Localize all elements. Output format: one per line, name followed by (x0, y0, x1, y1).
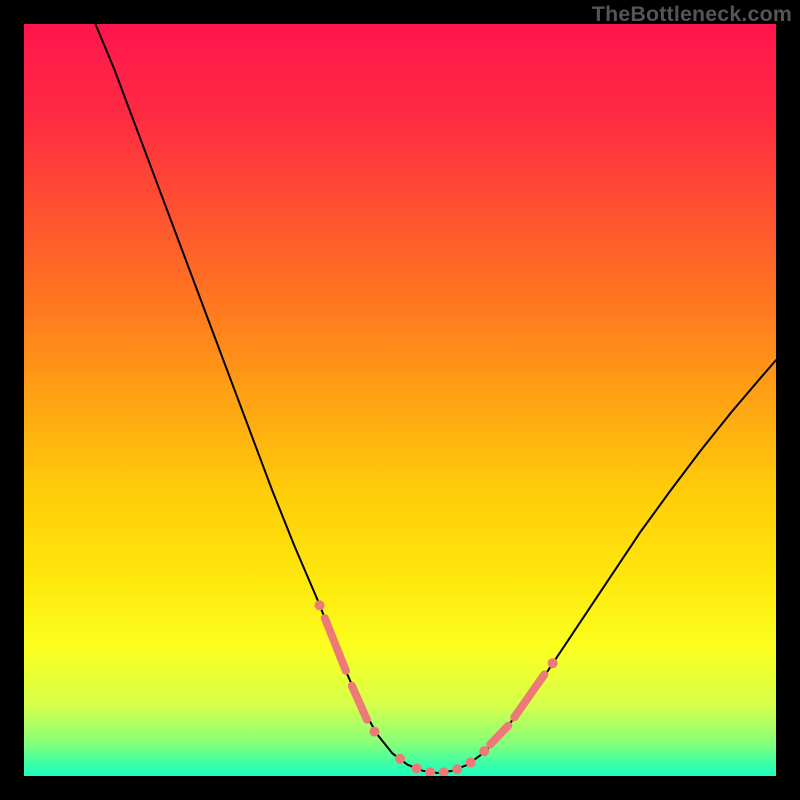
marker-dot (548, 658, 558, 668)
marker-dot (369, 727, 379, 737)
marker-dot (479, 746, 489, 756)
marker-dot (412, 763, 422, 773)
marker-dot (395, 754, 405, 764)
plot-svg (24, 24, 776, 776)
marker-dot (466, 757, 476, 767)
chart-frame: TheBottleneck.com (0, 0, 800, 800)
gradient-background (24, 24, 776, 776)
marker-dot (315, 600, 325, 610)
frame-border-bottom (0, 776, 800, 800)
watermark-text: TheBottleneck.com (592, 2, 792, 27)
marker-dot (452, 764, 462, 774)
frame-border-left (0, 0, 24, 800)
plot-area (24, 24, 776, 776)
frame-border-right (776, 0, 800, 800)
